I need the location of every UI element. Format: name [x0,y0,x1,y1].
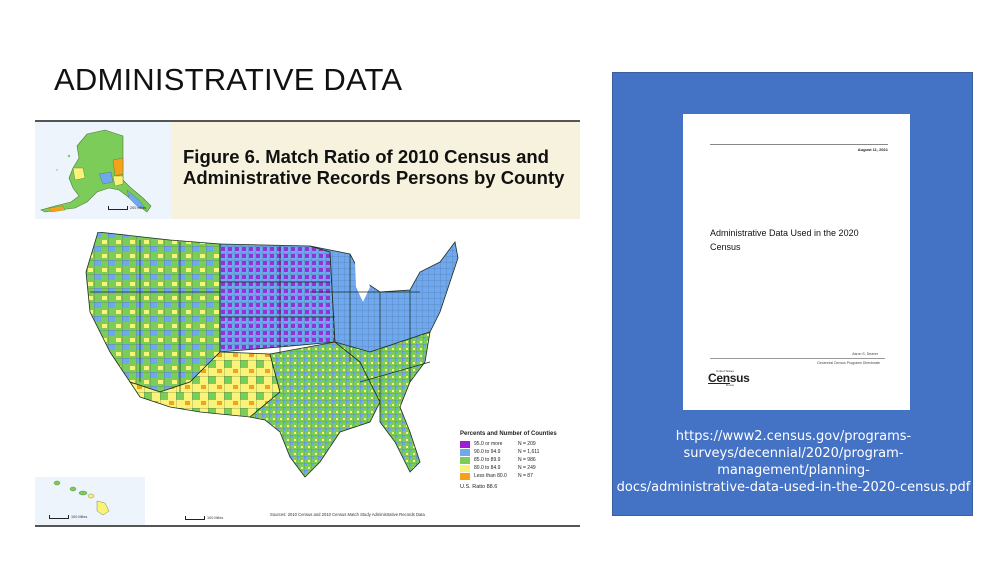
report-url-link[interactable]: https://www2.census.gov/programs- survey… [616,429,971,495]
figure-title-line1: Figure 6. Match Ratio of 2010 Census and [183,146,549,167]
legend-swatch-green [460,456,470,464]
report-directorate: Decennial Census Programs Directorate [817,361,880,365]
cover-bottom-rule [710,358,885,359]
map-legend: Percents and Number of Counties 95.0 or … [460,431,580,490]
legend-item: 90.0 to 94.9 N = 1,611 [460,448,580,456]
alaska-map-icon [40,129,152,213]
figure-bottom-rule [35,525,580,527]
legend-item: 85.0 to 89.9 N = 986 [460,456,580,464]
legend-title: Percents and Number of Counties [460,431,557,437]
slide-title: ADMINISTRATIVE DATA [54,62,403,97]
hawaii-map-icon [53,480,110,516]
alaska-inset: 200 Miles [35,122,172,219]
us-ratio-label: U.S. Ratio 88.6 [460,484,498,490]
report-date: August 11, 2021 [857,147,888,152]
us-county-map [85,232,459,478]
figure-sources: Sources: 2010 Census and 2010 Census Mat… [270,512,425,517]
legend-swatch-yellow [460,464,470,472]
figure-top-rule [35,120,580,122]
report-cover-thumbnail[interactable]: August 11, 2021 Administrative Data Used… [683,114,910,410]
alaska-scale-bar: 200 Miles [108,206,146,210]
legend-swatch-purple [460,440,470,448]
legend-swatch-blue [460,448,470,456]
report-author: Aaron S. Deaver [852,352,878,356]
figure-title-line2: Administrative Records Persons by County [183,167,565,188]
hawaii-scale-bar: 100 Miles [49,515,87,519]
report-title: Administrative Data Used in the 2020 Cen… [710,228,859,252]
legend-item: 80.0 to 84.9 N = 249 [460,464,580,472]
mainland-scale-bar: 100 Miles [185,516,223,520]
hawaii-inset: 100 Miles [35,477,145,525]
figure-title: Figure 6. Match Ratio of 2010 Census and… [183,146,564,188]
legend-swatch-orange [460,472,470,480]
legend-item: 95.0 or more N = 209 [460,440,580,448]
legend-item: Less than 80.0 N = 87 [460,472,580,480]
census-match-ratio-figure: 200 Miles Figure 6. Match Ratio of 2010 … [35,120,580,527]
report-panel: August 11, 2021 Administrative Data Used… [612,72,973,516]
cover-top-rule [710,144,888,145]
census-bureau-logo: United States Census Bureau [708,369,750,387]
